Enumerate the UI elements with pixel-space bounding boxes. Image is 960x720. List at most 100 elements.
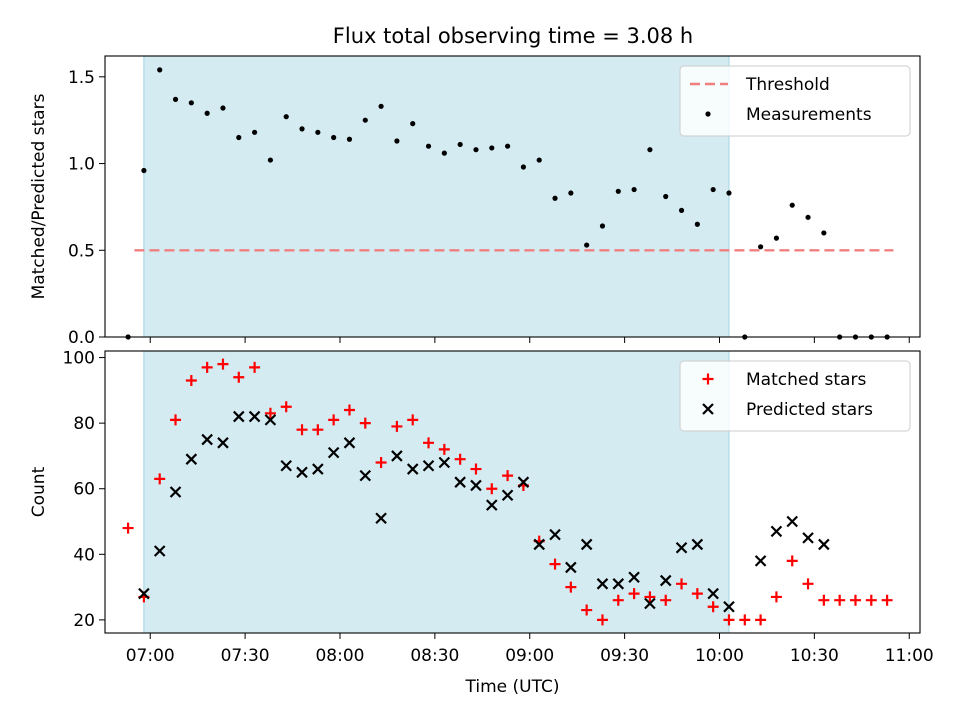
measurement-point (789, 202, 795, 208)
matched-star-point (185, 375, 197, 387)
measurement-point (378, 103, 384, 109)
legend-measurement-swatch (705, 111, 711, 117)
measurement-point (236, 134, 242, 141)
x-tick-label: 07:30 (221, 646, 270, 666)
predicted-star-point (185, 453, 198, 465)
matched-star-point (312, 424, 324, 436)
predicted-star-point (422, 459, 435, 472)
predicted-star-point (501, 489, 514, 502)
y-axis-label: Count (29, 466, 49, 517)
y-tick-label: 60 (73, 480, 95, 500)
matched-star-point (296, 424, 308, 436)
measurement-point (631, 186, 637, 193)
measurement-point (346, 136, 353, 142)
measurement-point (615, 188, 621, 194)
predicted-star-point (406, 463, 419, 475)
predicted-star-point (438, 456, 451, 469)
measurement-point (188, 100, 194, 106)
measurement-point (362, 117, 368, 123)
matched-star-point (502, 470, 514, 482)
matched-star-point (865, 594, 877, 606)
predicted-star-point (138, 587, 150, 600)
matched-star-point (818, 594, 830, 606)
predicted-star-point (391, 450, 403, 462)
matched-star-point (628, 588, 640, 600)
matched-star-point (249, 361, 261, 373)
measurement-point (457, 141, 463, 148)
matched-star-point (691, 588, 703, 600)
predicted-star-point (754, 555, 767, 567)
measurement-point (647, 147, 653, 153)
measurement-point (473, 147, 479, 153)
predicted-star-point (169, 486, 182, 498)
legend-label: Measurements (746, 105, 872, 125)
matched-star-point (849, 594, 861, 606)
measurement-point (520, 164, 527, 170)
top-panel-ratio: 0.0 0.5 1.0 1.5 Matched/Predicted stars Thres… (29, 55, 921, 348)
predicted-star-point (248, 410, 261, 423)
observing-interval-shade (143, 56, 729, 337)
measurement-point (204, 110, 210, 116)
measurement-point (805, 214, 811, 220)
measurement-point (663, 193, 669, 200)
measurement-point (267, 157, 274, 163)
predicted-star-point (153, 545, 166, 557)
measurement-point (758, 244, 764, 250)
predicted-star-point (549, 528, 561, 541)
predicted-star-point (675, 541, 688, 554)
measurement-point (489, 145, 495, 151)
measurement-point (441, 150, 447, 156)
matched-star-point (438, 443, 450, 455)
matched-star-point (834, 594, 846, 606)
matched-star-point (676, 578, 688, 590)
matched-star-point (612, 594, 624, 606)
measurement-point (678, 207, 685, 213)
y-axis-label: Matched/Predicted stars (29, 93, 49, 299)
predicted-star-point (217, 437, 229, 449)
matched-star-point (264, 407, 276, 419)
predicted-star-point (770, 525, 783, 538)
matched-star-point (217, 358, 229, 370)
predicted-star-point (659, 574, 672, 587)
legend-label: Matched stars (746, 370, 866, 390)
predicted-star-point (691, 538, 704, 551)
legend-label: Threshold (745, 75, 830, 95)
matched-star-point (154, 473, 166, 485)
predicted-star-point (343, 437, 356, 449)
measurement-point (504, 143, 511, 149)
measurement-point (425, 143, 432, 149)
predicted-star-point (596, 578, 609, 590)
y-tick-label: 0.5 (68, 241, 95, 261)
x-axis-label: Time (UTC) (465, 677, 560, 697)
matched-star-point (375, 456, 387, 468)
matched-star-point (802, 578, 814, 590)
predicted-star-point (470, 479, 482, 492)
matched-star-point (470, 463, 482, 475)
matched-star-point (644, 591, 656, 603)
measurement-point (410, 121, 416, 127)
axes-frame (104, 350, 921, 634)
measurement-point (584, 242, 590, 248)
matched-star-point (565, 581, 577, 593)
measurement-point (331, 134, 337, 141)
matched-star-point (881, 594, 893, 606)
measurement-point (220, 105, 226, 111)
matched-star-point (707, 601, 719, 613)
observing-interval-shade (143, 351, 729, 633)
matched-star-point (343, 404, 355, 416)
y-tick-label: 40 (73, 545, 95, 565)
predicted-star-point (280, 459, 292, 472)
matched-star-point (328, 414, 340, 426)
matched-star-point (770, 591, 782, 603)
x-tick-label: 09:00 (505, 646, 554, 666)
predicted-star-point (327, 446, 340, 459)
measurement-point (141, 167, 147, 174)
predicted-star-point (565, 561, 577, 574)
measurement-point (710, 186, 716, 193)
predicted-star-point (264, 414, 277, 426)
matched-star-point (596, 614, 608, 626)
measurement-point (283, 114, 289, 120)
predicted-star-point (612, 578, 625, 590)
measurement-point (536, 157, 542, 163)
matched-star-point (660, 594, 672, 606)
